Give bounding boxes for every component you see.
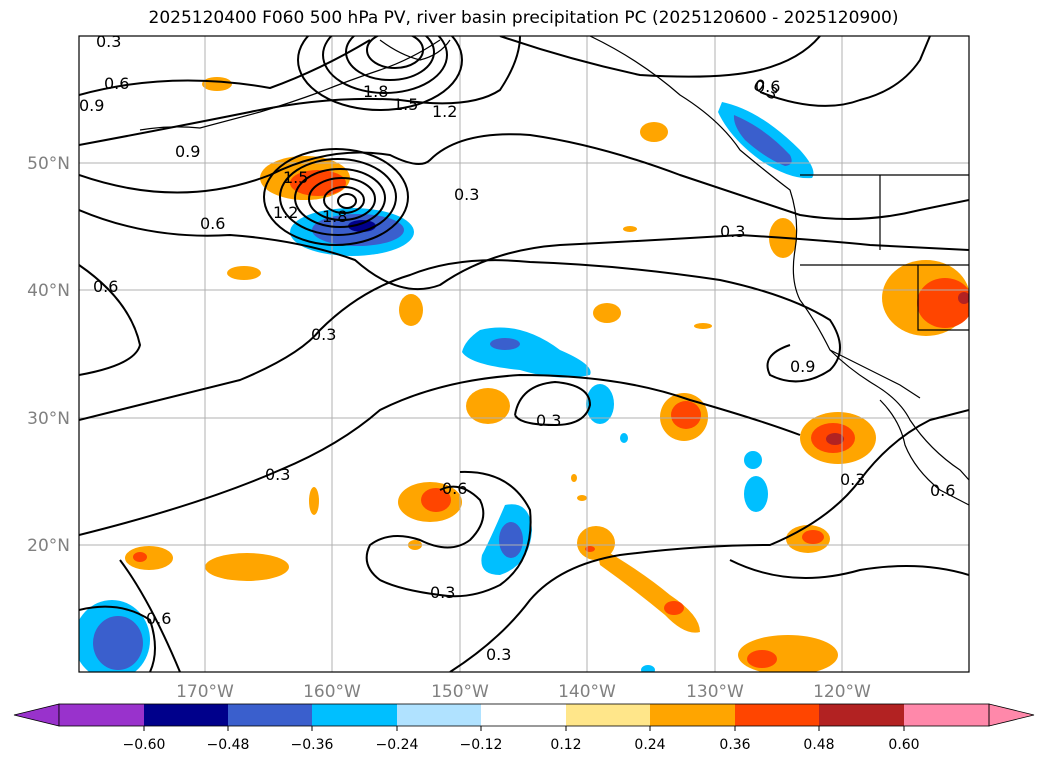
colorbar-tick-label: −0.60 — [123, 737, 166, 753]
lat-label: 40°N — [27, 281, 70, 301]
contour-label: 1.2 — [273, 203, 298, 222]
contour-label: 0.3 — [486, 645, 511, 664]
colorbar-bin — [397, 704, 481, 726]
colorbar-tick-label: 0.60 — [888, 737, 919, 753]
precip-positive-shading — [125, 77, 969, 672]
colorbar-bin — [481, 704, 566, 726]
contour-label: 0.6 — [930, 481, 955, 500]
plot-frame — [78, 35, 970, 673]
contour-label: 0.3 — [430, 583, 455, 602]
contour-label: 0.3 — [311, 325, 336, 344]
colorbar-bin — [904, 704, 989, 726]
lat-label: 50°N — [27, 154, 70, 174]
colorbar-extend-low — [13, 703, 60, 727]
contour-label: 0.9 — [175, 142, 200, 161]
colorbar-bin — [312, 704, 397, 726]
contour-label: 1.5 — [393, 95, 418, 114]
colorbar-tick-label: −0.36 — [291, 737, 334, 753]
contour-label: 0.6 — [146, 609, 171, 628]
colorbar-extend-high — [988, 703, 1035, 727]
contour-label: 0.6 — [93, 277, 118, 296]
pv-contours — [79, 36, 969, 672]
colorbar-bin — [566, 704, 650, 726]
contour-label: 0.3 — [96, 32, 121, 51]
colorbar-tick-label: −0.24 — [376, 737, 419, 753]
contour-label: 1.5 — [283, 168, 308, 187]
contour-label: 0.6 — [104, 74, 129, 93]
lon-label: 160°W — [303, 682, 361, 702]
colorbar-tick-label: 0.12 — [550, 737, 581, 753]
lon-label: 150°W — [431, 682, 489, 702]
colorbar-tick-label: 0.48 — [803, 737, 834, 753]
lon-label: 170°W — [176, 682, 234, 702]
contour-label: 0.6 — [442, 479, 467, 498]
contour-label: 1.8 — [322, 207, 347, 226]
contour-label: 0.3 — [536, 411, 561, 430]
contour-label: 0.6 — [200, 214, 225, 233]
lon-label: 130°W — [686, 682, 744, 702]
colorbar-tick-label: −0.12 — [460, 737, 503, 753]
colorbar-bin — [650, 704, 735, 726]
contour-label: 0.3 — [720, 222, 745, 241]
contour-label: 0.3 — [840, 470, 865, 489]
longitude-labels: 170°W 160°W 150°W 140°W 130°W 120°W — [176, 682, 871, 702]
latitude-labels: 50°N 40°N 30°N 20°N — [27, 154, 70, 556]
contour-label: 1.8 — [363, 82, 388, 101]
lat-label: 30°N — [27, 409, 70, 429]
colorbar-bin — [59, 704, 144, 726]
contour-label: 0.3 — [265, 465, 290, 484]
colorbar-bin — [735, 704, 819, 726]
contour-label: 0.9 — [790, 357, 815, 376]
contour-label: 0.9 — [79, 96, 104, 115]
colorbar: −0.60 −0.48 −0.36 −0.24 −0.12 0.12 0.24 … — [13, 703, 1035, 753]
colorbar-tick-label: 0.24 — [634, 737, 665, 753]
contour-labels: 0.3 0.6 0.9 1.8 1.5 1.2 0.6 0.3 0.9 1.5 … — [79, 32, 955, 664]
colorbar-frame — [58, 703, 990, 727]
lon-label: 120°W — [813, 682, 871, 702]
coastlines — [139, 36, 969, 506]
colorbar-tick-label: −0.48 — [207, 737, 250, 753]
colorbar-bin — [228, 704, 312, 726]
lat-label: 20°N — [27, 536, 70, 556]
colorbar-bin — [144, 704, 228, 726]
lon-label: 140°W — [558, 682, 616, 702]
map-title: 2025120400 F060 500 hPa PV, river basin … — [148, 8, 899, 28]
contour-label: 1.2 — [432, 102, 457, 121]
colorbar-bin — [819, 704, 904, 726]
contour-label: 0.6 — [755, 77, 780, 96]
contour-label: 0.3 — [454, 185, 479, 204]
colorbar-tick-label: 0.36 — [719, 737, 750, 753]
